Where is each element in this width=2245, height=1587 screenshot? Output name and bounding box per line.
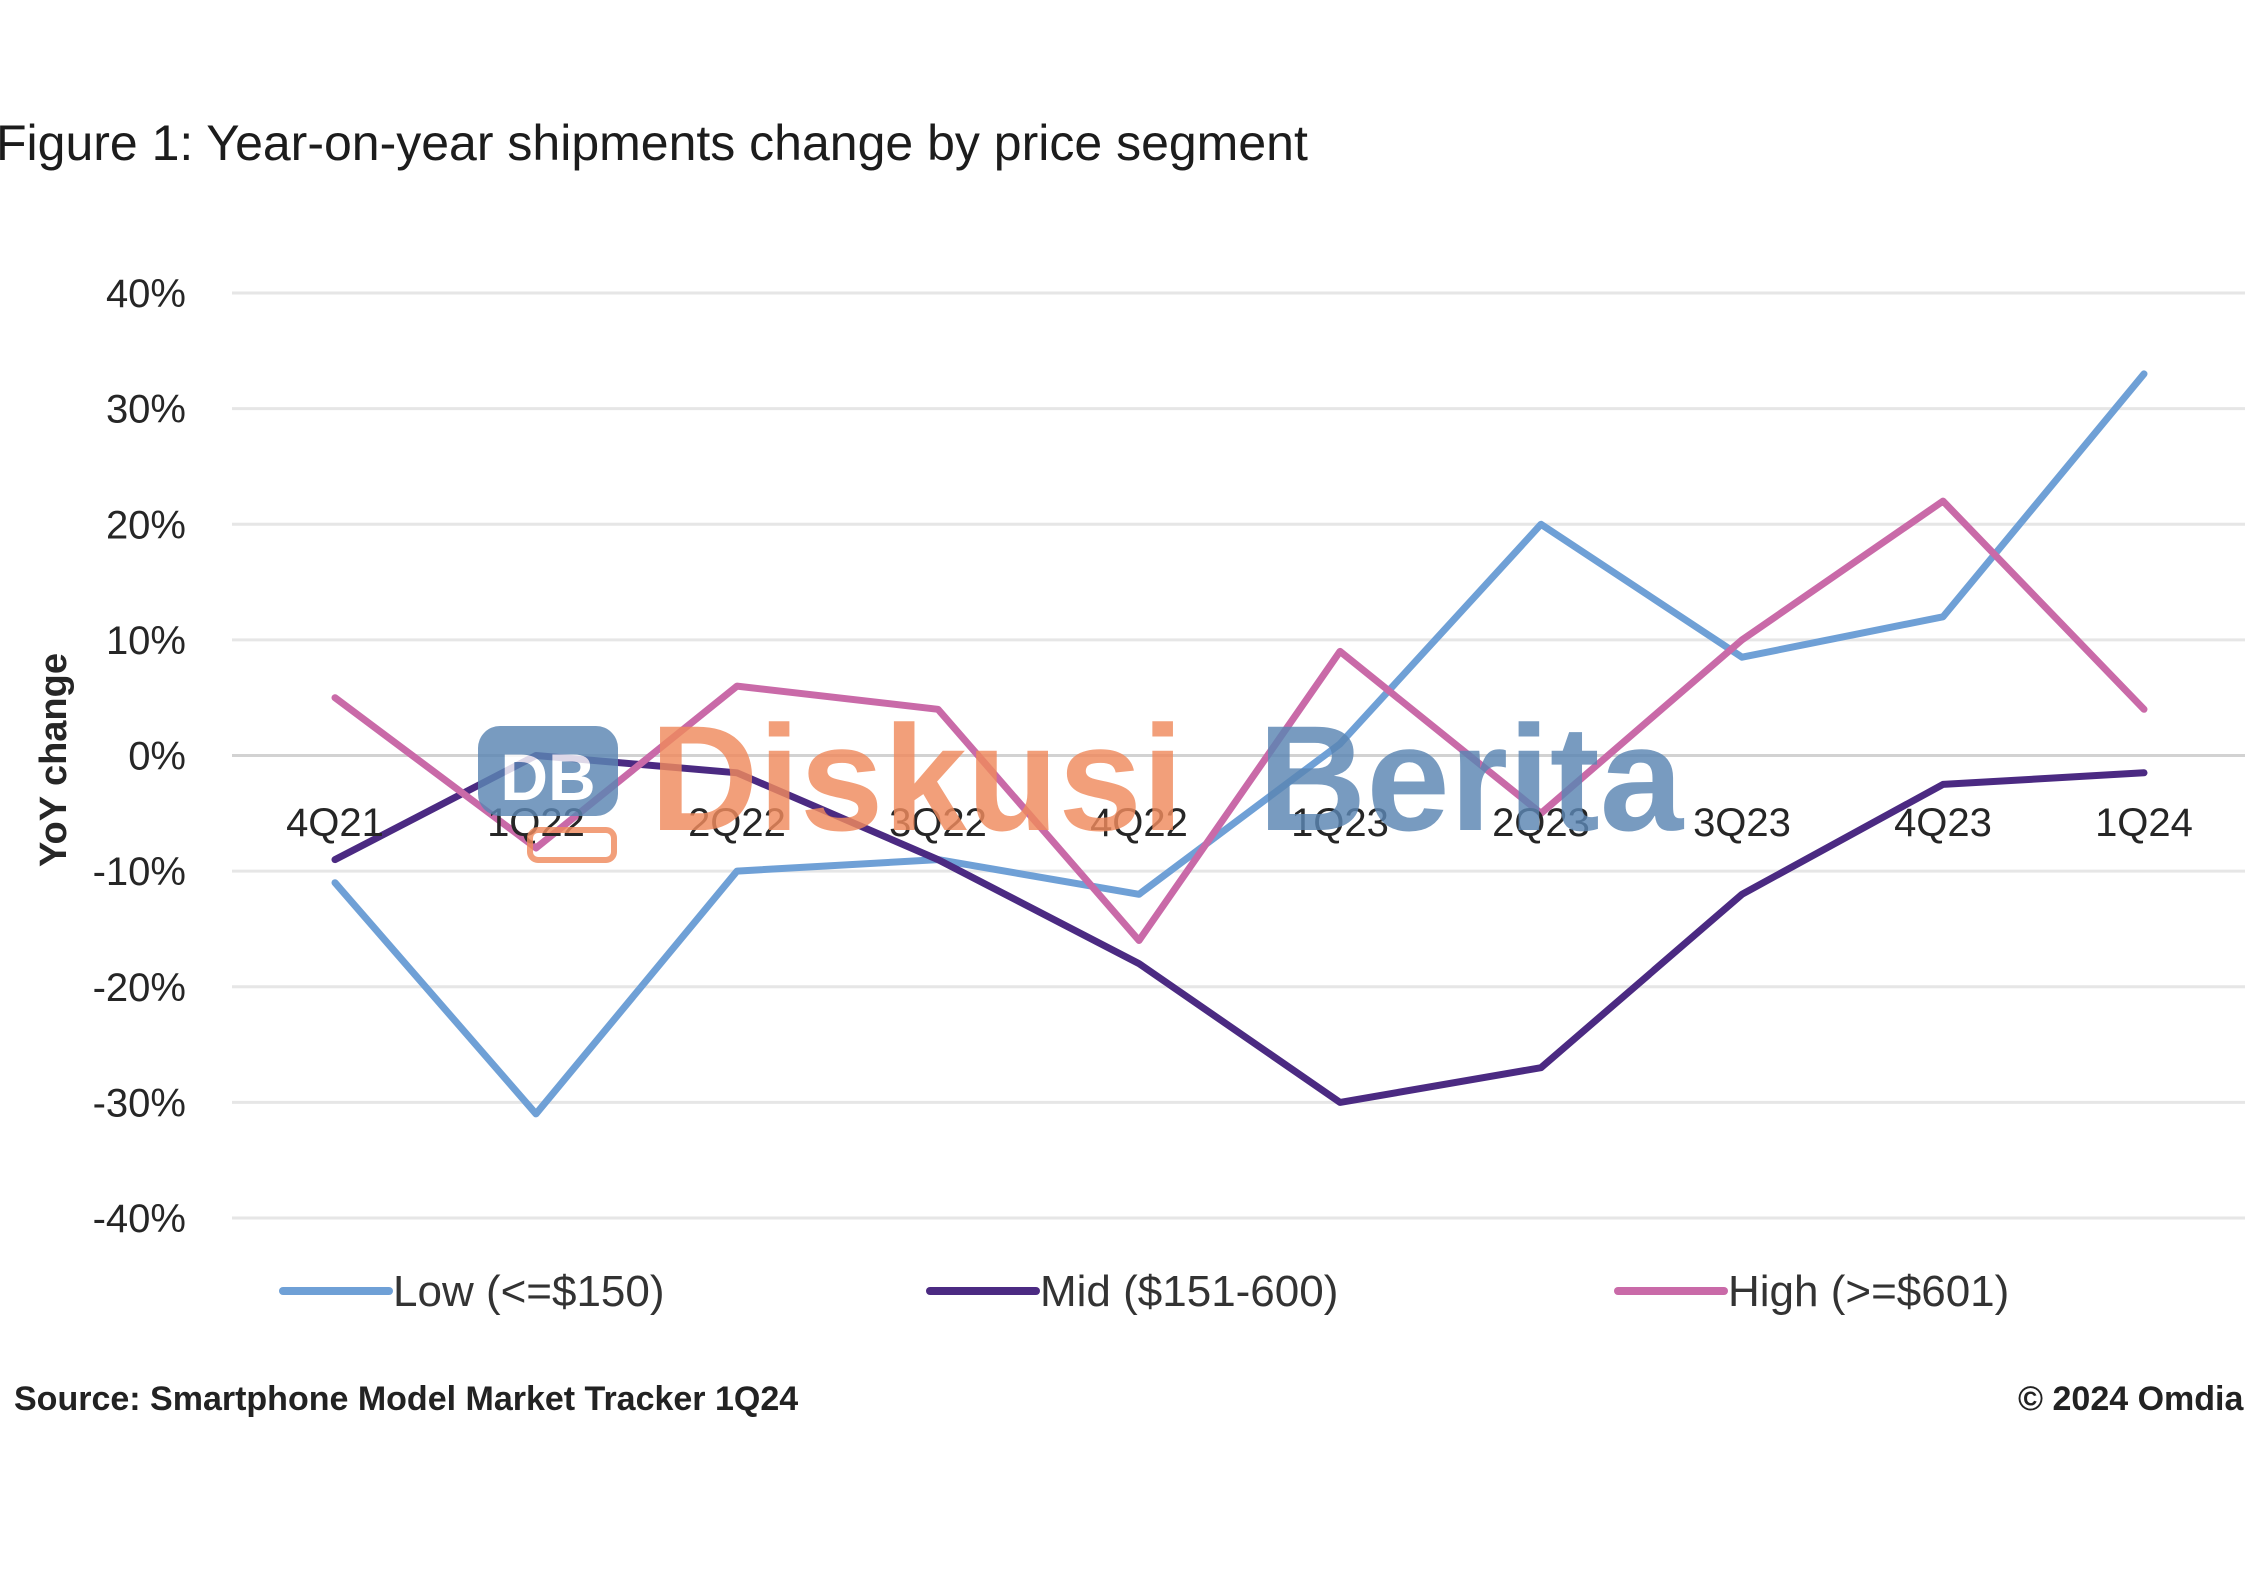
series-line-0 — [331, 370, 2148, 1118]
copyright-note: © 2024 Omdia — [2018, 1380, 2244, 1418]
y-tick-labels: 40% 30% 20% 10% 0% -10% -20% -30% -40% — [93, 272, 186, 1241]
source-note: Source: Smartphone Model Market Tracker … — [14, 1380, 798, 1418]
x-tick-label: 4Q22 — [1090, 801, 1188, 845]
y-tick-label: -40% — [93, 1197, 186, 1241]
legend-label: Low (<=$150) — [393, 1267, 665, 1316]
y-tick-label: -10% — [93, 850, 186, 894]
y-tick-label: 30% — [106, 388, 186, 432]
legend: Low (<=$150) Mid ($151-600) High (>=$601) — [279, 1267, 2009, 1316]
x-tick-label: 1Q24 — [2095, 801, 2193, 845]
y-tick-label: 40% — [106, 272, 186, 316]
watermark: DB Diskusi Berita — [478, 694, 1685, 863]
watermark-badge — [478, 726, 618, 816]
y-tick-label: 10% — [106, 619, 186, 663]
x-tick-label: 2Q22 — [688, 801, 786, 845]
y-axis-label: YoY change — [33, 653, 75, 867]
legend-label: High (>=$601) — [1728, 1267, 2009, 1316]
y-tick-label: 20% — [106, 503, 186, 547]
watermark-word-diskusi: Diskusi — [650, 694, 1184, 862]
x-tick-label: 2Q23 — [1492, 801, 1590, 845]
legend-label: Mid ($151-600) — [1040, 1267, 1338, 1316]
x-tick-label: 3Q23 — [1693, 801, 1791, 845]
series-lines — [331, 370, 2148, 1118]
x-tick-label: 4Q21 — [286, 801, 384, 845]
y-tick-label: -20% — [93, 966, 186, 1010]
x-tick-label: 3Q22 — [889, 801, 987, 845]
x-tick-labels: 4Q21 1Q22 2Q22 3Q22 4Q22 1Q23 2Q23 3Q23 4Q23 1Q24 — [286, 801, 2193, 845]
x-tick-label: 1Q23 — [1291, 801, 1389, 845]
x-tick-label: 4Q23 — [1894, 801, 1992, 845]
watermark-badge-text: DB — [500, 740, 595, 814]
watermark-newspaper-icon — [527, 827, 617, 863]
series-line-2 — [331, 497, 2148, 944]
y-tick-label: -30% — [93, 1081, 186, 1125]
chart-title: Figure 1: Year-on-year shipments change … — [0, 115, 1308, 171]
y-tick-label: 0% — [128, 735, 186, 779]
watermark-word-berita: Berita — [1258, 694, 1685, 862]
